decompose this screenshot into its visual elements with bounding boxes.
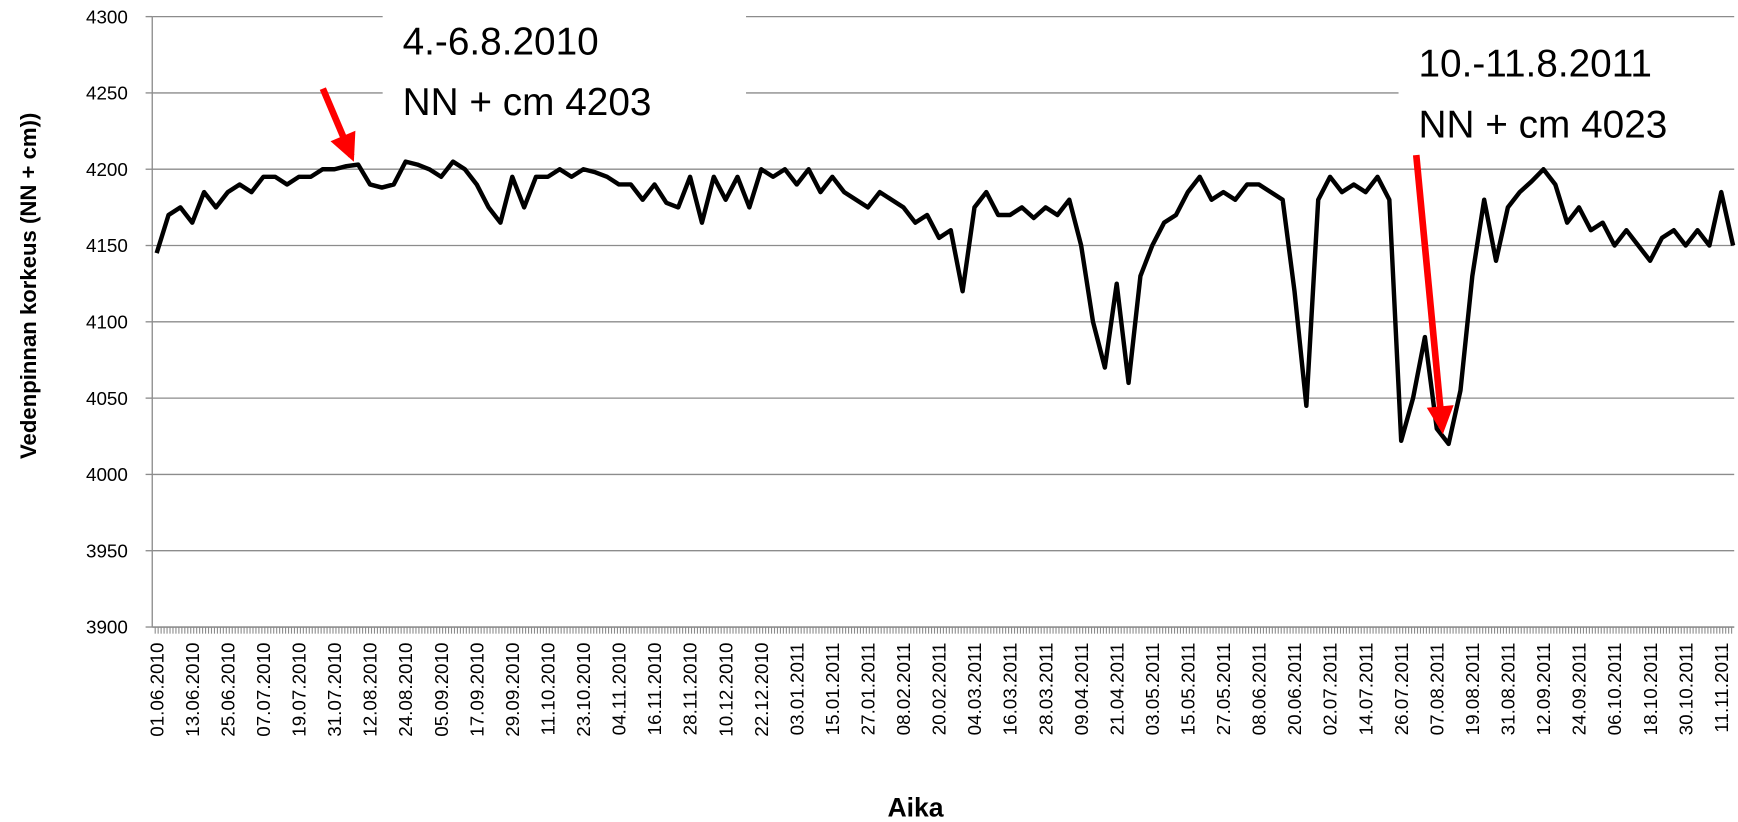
x-tick-label: 07.08.2011 bbox=[1426, 643, 1447, 736]
arrow-head bbox=[1426, 405, 1454, 435]
y-axis-label: Vedenpinnan korkeus (NN + cm)) bbox=[16, 113, 41, 459]
x-tick-label: 03.05.2011 bbox=[1142, 643, 1163, 736]
y-tick-label: 4300 bbox=[86, 6, 128, 27]
x-tick-label: 11.11.2011 bbox=[1711, 643, 1732, 733]
x-tick-label: 12.09.2011 bbox=[1533, 643, 1554, 736]
x-tick-label: 29.09.2010 bbox=[502, 643, 523, 737]
y-tick-label: 4050 bbox=[86, 388, 128, 409]
data-line bbox=[154, 159, 1736, 447]
annotation-text: 4.-6.8.2010 bbox=[403, 20, 599, 63]
x-tick-label: 04.03.2011 bbox=[964, 643, 985, 736]
x-tick-label: 31.08.2011 bbox=[1498, 643, 1519, 736]
x-tick-label: 27.05.2011 bbox=[1213, 643, 1234, 736]
arrow-head bbox=[330, 130, 356, 162]
x-tick-label: 20.02.2011 bbox=[929, 643, 950, 736]
x-tick-label: 05.09.2010 bbox=[431, 643, 452, 737]
x-tick-label: 27.01.2011 bbox=[857, 643, 878, 736]
annotation-text: NN + cm 4203 bbox=[403, 81, 652, 124]
x-tick-label: 12.08.2010 bbox=[360, 643, 381, 737]
x-tick-label: 06.10.2011 bbox=[1604, 643, 1625, 736]
y-tick-label: 4150 bbox=[86, 235, 128, 256]
y-tick-label: 4250 bbox=[86, 83, 128, 104]
x-tick-label: 30.10.2011 bbox=[1675, 643, 1696, 736]
x-tick-label: 17.09.2010 bbox=[466, 643, 487, 737]
annotation-text: NN + cm 4023 bbox=[1418, 103, 1667, 146]
x-tick-label: 03.01.2011 bbox=[786, 643, 807, 736]
arrow bbox=[1412, 154, 1445, 413]
x-tick-label: 24.08.2010 bbox=[395, 643, 416, 737]
annotation-box bbox=[382, 0, 747, 128]
x-tick-label: 22.12.2010 bbox=[751, 643, 772, 737]
x-tick-label: 15.01.2011 bbox=[822, 643, 843, 736]
x-tick-label: 11.10.2010 bbox=[537, 643, 558, 736]
x-tick-label: 16.03.2011 bbox=[1000, 643, 1021, 736]
annotation-text: 10.-11.8.2011 bbox=[1418, 42, 1652, 85]
x-tick-label: 23.10.2010 bbox=[573, 643, 594, 737]
x-tick-label: 28.11.2010 bbox=[680, 643, 701, 736]
x-tick-label: 19.08.2011 bbox=[1462, 643, 1483, 736]
x-tick-label: 13.06.2010 bbox=[182, 643, 203, 737]
x-tick-label: 26.07.2011 bbox=[1391, 643, 1412, 736]
x-tick-label: 28.03.2011 bbox=[1035, 643, 1056, 736]
y-tick-label: 4100 bbox=[86, 311, 128, 332]
x-tick-label: 16.11.2010 bbox=[644, 643, 665, 736]
x-tick-label: 21.04.2011 bbox=[1106, 643, 1127, 736]
x-tick-label: 02.07.2011 bbox=[1320, 643, 1341, 736]
x-tick-label: 31.07.2010 bbox=[324, 643, 345, 737]
x-tick-label: 10.12.2010 bbox=[715, 643, 736, 737]
x-tick-label: 18.10.2011 bbox=[1640, 643, 1661, 736]
x-tick-label: 08.02.2011 bbox=[893, 643, 914, 736]
x-tick-label: 08.06.2011 bbox=[1249, 643, 1270, 736]
y-tick-label: 4000 bbox=[86, 464, 128, 485]
x-tick-label: 20.06.2011 bbox=[1284, 643, 1305, 736]
x-axis-label: Aika bbox=[887, 792, 943, 822]
x-tick-label: 01.06.2010 bbox=[146, 643, 167, 737]
x-tick-label: 15.05.2011 bbox=[1178, 643, 1199, 736]
x-tick-label: 24.09.2011 bbox=[1569, 643, 1590, 736]
y-tick-label: 4200 bbox=[86, 159, 128, 180]
x-tick-label: 09.04.2011 bbox=[1071, 643, 1092, 736]
y-tick-label: 3900 bbox=[86, 617, 128, 638]
x-tick-label: 19.07.2010 bbox=[289, 643, 310, 737]
x-tick-label: 25.06.2010 bbox=[217, 643, 238, 737]
x-tick-label: 04.11.2010 bbox=[609, 643, 630, 736]
x-tick-label: 14.07.2011 bbox=[1355, 643, 1376, 736]
x-tick-label: 07.07.2010 bbox=[253, 643, 274, 737]
annotation-box bbox=[1398, 17, 1738, 149]
y-tick-label: 3950 bbox=[86, 540, 128, 561]
